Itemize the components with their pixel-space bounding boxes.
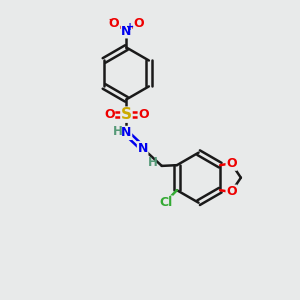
- Text: O: O: [134, 16, 144, 30]
- Text: Cl: Cl: [159, 196, 172, 209]
- Text: -: -: [108, 14, 112, 24]
- Text: N: N: [137, 142, 148, 155]
- Text: S: S: [121, 107, 132, 122]
- Text: O: O: [109, 16, 119, 30]
- Text: +: +: [126, 22, 134, 32]
- Text: N: N: [121, 25, 132, 38]
- Text: O: O: [226, 185, 237, 198]
- Text: N: N: [121, 126, 132, 140]
- Text: H: H: [113, 125, 123, 138]
- Text: H: H: [148, 156, 158, 169]
- Text: O: O: [226, 157, 237, 170]
- Text: O: O: [138, 108, 149, 121]
- Text: O: O: [104, 108, 115, 121]
